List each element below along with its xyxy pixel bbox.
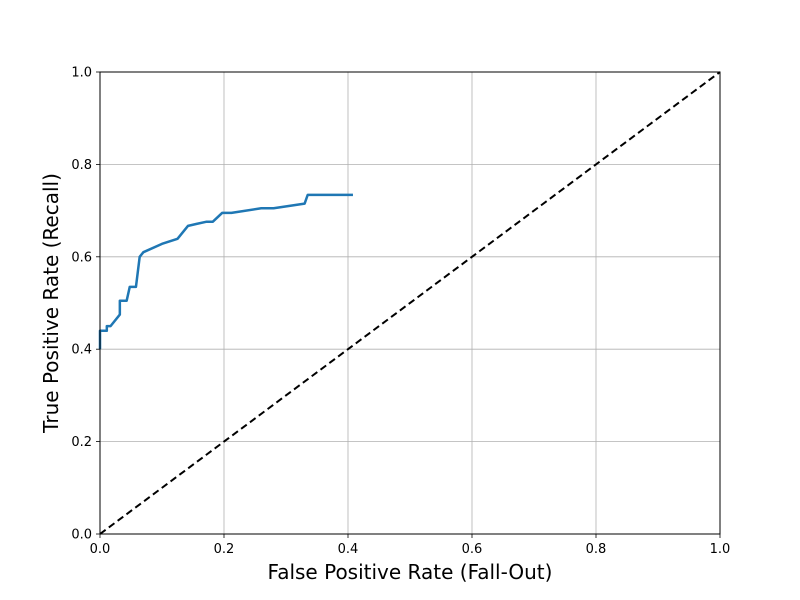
y-tick-label: 0.6 — [71, 250, 92, 265]
x-tick-label: 0.8 — [586, 542, 607, 557]
y-tick-label: 0.4 — [71, 343, 92, 358]
x-tick-label: 0.4 — [338, 542, 359, 557]
y-tick-label: 1.0 — [71, 66, 92, 81]
x-axis-ticks: 0.0 0.2 0.4 0.6 0.8 1.0 — [90, 534, 731, 557]
grid-lines — [99, 71, 721, 535]
y-axis-ticks: 0.0 0.2 0.4 0.6 0.8 1.0 — [71, 66, 100, 543]
series-layer — [98, 71, 721, 535]
y-tick-label: 0.2 — [71, 435, 92, 450]
plot-frame — [99, 71, 721, 535]
y-tick-label: 0.8 — [71, 158, 92, 173]
chance-diagonal-line — [99, 71, 721, 535]
x-tick-label: 0.6 — [462, 542, 483, 557]
x-tick-label: 0.2 — [214, 542, 235, 557]
roc-curve-line — [98, 193, 353, 350]
y-axis-label: True Positive Rate (Recall) — [39, 173, 63, 434]
y-tick-label: 0.0 — [71, 528, 92, 543]
x-axis-label: False Positive Rate (Fall-Out) — [268, 560, 553, 584]
x-tick-label: 1.0 — [710, 542, 731, 557]
x-tick-label: 0.0 — [90, 542, 111, 557]
